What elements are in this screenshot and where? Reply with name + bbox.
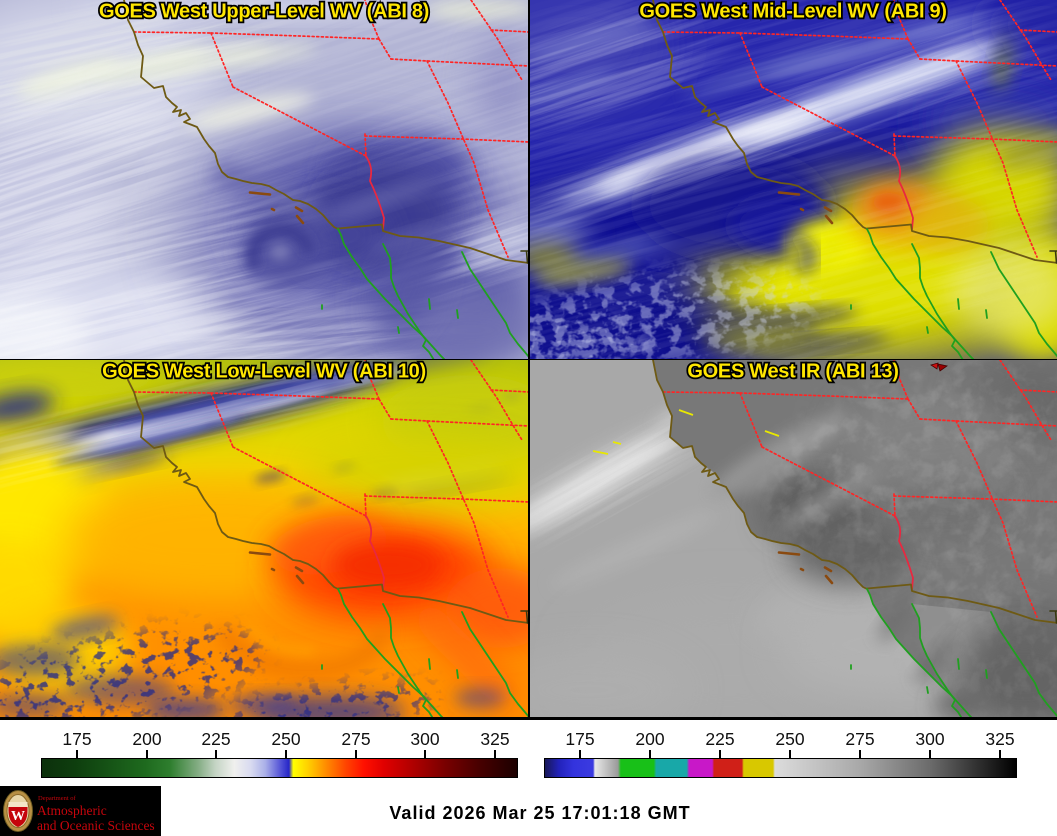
svg-text:and Oceanic Sciences: and Oceanic Sciences: [37, 818, 155, 833]
svg-text:Atmospheric: Atmospheric: [37, 803, 107, 818]
svg-text:GOES West Mid-Level WV (ABI 9): GOES West Mid-Level WV (ABI 9): [639, 1, 946, 23]
svg-text:GOES West IR (ABI 13): GOES West IR (ABI 13): [687, 361, 898, 383]
svg-text:Department of: Department of: [38, 795, 77, 802]
svg-text:GOES West Upper-Level WV (ABI: GOES West Upper-Level WV (ABI 8): [99, 1, 429, 23]
svg-text:GOES West Low-Level WV (ABI 10: GOES West Low-Level WV (ABI 10): [102, 361, 426, 383]
svg-text:W: W: [11, 809, 25, 824]
